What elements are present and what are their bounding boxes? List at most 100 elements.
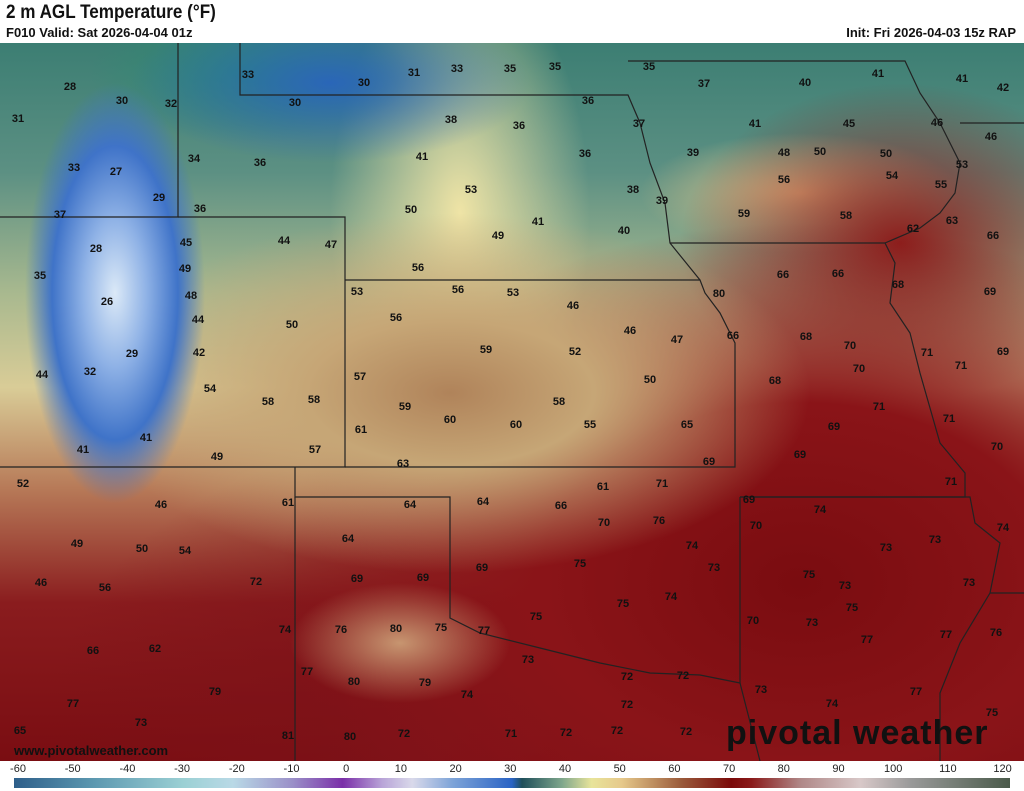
temperature-label: 54 bbox=[178, 545, 192, 557]
temperature-label: 61 bbox=[281, 497, 295, 509]
temperature-label: 73 bbox=[134, 717, 148, 729]
louisiana-border bbox=[739, 682, 761, 761]
temperature-label: 72 bbox=[679, 726, 693, 738]
temperature-label: 56 bbox=[777, 174, 791, 186]
oklahoma-border bbox=[294, 467, 741, 684]
temperature-label: 58 bbox=[307, 394, 321, 406]
temperature-label: 74 bbox=[825, 698, 839, 710]
temperature-label: 74 bbox=[460, 689, 474, 701]
temperature-label: 69 bbox=[702, 456, 716, 468]
temperature-label: 50 bbox=[135, 543, 149, 555]
temperature-label: 74 bbox=[278, 624, 292, 636]
temperature-label: 64 bbox=[476, 496, 490, 508]
temperature-label: 69 bbox=[996, 346, 1010, 358]
temperature-label: 33 bbox=[67, 162, 81, 174]
temperature-label: 56 bbox=[98, 582, 112, 594]
colorbar-tick-label: 60 bbox=[668, 763, 681, 775]
temperature-label: 73 bbox=[805, 617, 819, 629]
temperature-label: 48 bbox=[777, 147, 791, 159]
colorbar-tick-label: 70 bbox=[722, 763, 736, 775]
temperature-label: 29 bbox=[125, 348, 139, 360]
temperature-label: 33 bbox=[241, 69, 255, 81]
colorbar-tick-label: 80 bbox=[777, 763, 790, 775]
colorbar-tick-label: 20 bbox=[449, 763, 462, 775]
temperature-label: 28 bbox=[89, 243, 103, 255]
temperature-label: 53 bbox=[350, 286, 364, 298]
temperature-label: 70 bbox=[852, 363, 866, 375]
temperature-label: 50 bbox=[813, 146, 827, 158]
temperature-label: 41 bbox=[748, 118, 762, 130]
temperature-label: 66 bbox=[554, 500, 568, 512]
temperature-label: 77 bbox=[939, 629, 953, 641]
colorbar-tick-label: -10 bbox=[283, 763, 300, 775]
temperature-label: 66 bbox=[831, 268, 845, 280]
iowa-border bbox=[628, 60, 961, 244]
colorbar-tick-label: -30 bbox=[174, 763, 191, 775]
temperature-label: 44 bbox=[191, 314, 205, 326]
temperature-label: 60 bbox=[443, 414, 457, 426]
temperature-label: 75 bbox=[802, 569, 816, 581]
temperature-label: 36 bbox=[578, 148, 592, 160]
temperature-label: 41 bbox=[531, 216, 545, 228]
temperature-label: 49 bbox=[210, 451, 224, 463]
valid-time: F010 Valid: Sat 2026-04-04 01z bbox=[6, 25, 193, 40]
temperature-label: 49 bbox=[491, 230, 505, 242]
temperature-label: 50 bbox=[285, 319, 299, 331]
temperature-label: 73 bbox=[928, 534, 942, 546]
temperature-label: 71 bbox=[944, 476, 958, 488]
arkansas-border bbox=[740, 496, 1001, 761]
temperature-label: 36 bbox=[193, 203, 207, 215]
temperature-label: 69 bbox=[350, 573, 364, 585]
temperature-label: 75 bbox=[845, 602, 859, 614]
temperature-label: 66 bbox=[86, 645, 100, 657]
colorbar-tick-label: -20 bbox=[228, 763, 245, 775]
temperature-label: 77 bbox=[300, 666, 314, 678]
temperature-label: 65 bbox=[680, 419, 694, 431]
temperature-label: 41 bbox=[955, 73, 969, 85]
temperature-label: 80 bbox=[712, 288, 726, 300]
temperature-label: 35 bbox=[503, 63, 517, 75]
temperature-label: 52 bbox=[568, 346, 582, 358]
temperature-label: 32 bbox=[83, 366, 97, 378]
temperature-label: 31 bbox=[407, 67, 421, 79]
temperature-label: 50 bbox=[404, 204, 418, 216]
temperature-label: 74 bbox=[664, 591, 678, 603]
temperature-label: 37 bbox=[697, 78, 711, 90]
temperature-label: 75 bbox=[529, 611, 543, 623]
watermark-url: www.pivotalweather.com bbox=[14, 743, 169, 758]
temperature-label: 62 bbox=[148, 643, 162, 655]
temperature-label: 80 bbox=[347, 676, 361, 688]
temperature-label: 39 bbox=[655, 195, 669, 207]
temperature-label: 62 bbox=[906, 223, 920, 235]
temperature-label: 61 bbox=[354, 424, 368, 436]
temperature-label: 50 bbox=[643, 374, 657, 386]
temperature-label: 45 bbox=[179, 237, 193, 249]
temperature-label: 49 bbox=[178, 263, 192, 275]
temperature-label: 56 bbox=[389, 312, 403, 324]
state-borders bbox=[0, 43, 1024, 761]
temperature-label: 29 bbox=[152, 192, 166, 204]
temperature-label: 58 bbox=[839, 210, 853, 222]
temperature-label: 72 bbox=[610, 725, 624, 737]
temperature-label: 70 bbox=[843, 340, 857, 352]
temperature-label: 59 bbox=[479, 344, 493, 356]
temperature-label: 68 bbox=[768, 375, 782, 387]
temperature-label: 39 bbox=[686, 147, 700, 159]
temperature-label: 40 bbox=[617, 225, 631, 237]
temperature-label: 53 bbox=[464, 184, 478, 196]
temperature-label: 70 bbox=[990, 441, 1004, 453]
temperature-label: 56 bbox=[451, 284, 465, 296]
temperature-label: 41 bbox=[76, 444, 90, 456]
temperature-label: 64 bbox=[403, 499, 417, 511]
temperature-label: 72 bbox=[249, 576, 263, 588]
temperature-label: 69 bbox=[983, 286, 997, 298]
temperature-label: 46 bbox=[566, 300, 580, 312]
temperature-label: 63 bbox=[396, 458, 410, 470]
temperature-label: 34 bbox=[187, 153, 201, 165]
temperature-label: 76 bbox=[334, 624, 348, 636]
temperature-label: 71 bbox=[655, 478, 669, 490]
temperature-label: 71 bbox=[872, 401, 886, 413]
map-title: 2 m AGL Temperature (°F) bbox=[6, 2, 216, 23]
temperature-label: 45 bbox=[842, 118, 856, 130]
temperature-label: 55 bbox=[583, 419, 597, 431]
